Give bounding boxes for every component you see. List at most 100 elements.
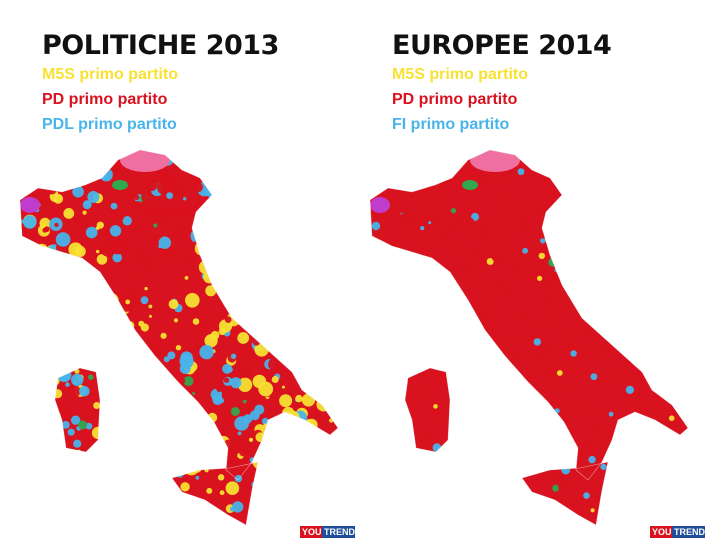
- map-area: [247, 243, 258, 253]
- map-area: [635, 282, 645, 291]
- map-area: [159, 390, 166, 396]
- map-area: [385, 491, 395, 501]
- map-area: [559, 442, 566, 450]
- map-area: [320, 481, 332, 493]
- map-area: [434, 337, 440, 343]
- map-area: [664, 270, 673, 279]
- map-area: [20, 514, 33, 525]
- map-area: [397, 369, 406, 378]
- map-area: [35, 299, 43, 307]
- map-area: [116, 324, 121, 329]
- map-area: [82, 200, 92, 210]
- map-area: [433, 520, 437, 524]
- map-area: [480, 219, 487, 226]
- map-area: [565, 526, 570, 531]
- map-area: [155, 473, 165, 483]
- map-area: [458, 395, 463, 400]
- map-area: [14, 175, 19, 180]
- map-area: [437, 278, 444, 285]
- map-area: [264, 453, 279, 467]
- map-area: [626, 517, 632, 524]
- map-area: [598, 228, 603, 234]
- map-area: [596, 303, 605, 311]
- map-area: [215, 516, 223, 524]
- map-area: [636, 150, 646, 159]
- map-area: [87, 191, 100, 203]
- map-area: [313, 153, 328, 168]
- map-area: [530, 150, 537, 154]
- map-area: [614, 205, 624, 215]
- map-area: [384, 276, 393, 285]
- map-area: [278, 159, 290, 170]
- map-area: [112, 398, 123, 409]
- map-area: [379, 310, 388, 319]
- map-area: [558, 483, 565, 491]
- map-area: [588, 170, 592, 174]
- map-area: [26, 447, 34, 455]
- map-area: [188, 410, 199, 420]
- map-area: [512, 508, 519, 515]
- map-area: [38, 270, 43, 274]
- map-area: [663, 438, 667, 442]
- map-area: [53, 389, 63, 399]
- map-area: [53, 296, 66, 309]
- map-area: [370, 292, 376, 298]
- map-area: [131, 179, 142, 190]
- map-area: [237, 332, 250, 344]
- map-area: [669, 493, 677, 500]
- map-area: [26, 514, 37, 525]
- map-area: [303, 278, 312, 288]
- map-area: [552, 214, 562, 224]
- map-area: [581, 222, 589, 229]
- map-area: [657, 428, 665, 436]
- map-area: [432, 150, 441, 152]
- map-area: [485, 177, 493, 185]
- map-area: [371, 171, 381, 180]
- map-area: [144, 178, 158, 192]
- map-area: [20, 253, 24, 268]
- logo-you-bg: [300, 526, 322, 538]
- map-area: [176, 150, 181, 155]
- map-area: [420, 514, 425, 520]
- map-area: [394, 369, 404, 379]
- map-area: [485, 412, 491, 419]
- map-area: [619, 213, 624, 217]
- map-area: [419, 509, 428, 517]
- map-area: [648, 195, 656, 203]
- map-area: [79, 452, 89, 462]
- map-area: [92, 358, 96, 363]
- map-area: [308, 283, 323, 298]
- map-area: [68, 481, 84, 496]
- map-area: [644, 255, 651, 261]
- map-area: [486, 239, 493, 246]
- map-area: [629, 510, 639, 519]
- map-area: [412, 495, 417, 499]
- map-area: [81, 466, 92, 477]
- map-area: [658, 359, 667, 368]
- map-area: [102, 438, 109, 445]
- map-area: [264, 291, 278, 305]
- map-area: [237, 377, 253, 392]
- map-area: [76, 349, 82, 355]
- map-area: [436, 215, 443, 222]
- map-area: [424, 434, 432, 442]
- map-area: [71, 373, 84, 387]
- map-area: [575, 215, 581, 221]
- map-area: [93, 402, 101, 409]
- map-area: [125, 321, 135, 331]
- logo-trend-bg: [672, 526, 705, 538]
- map-area: [315, 509, 325, 519]
- map-area: [370, 253, 373, 263]
- map-area: [622, 271, 631, 280]
- map-area: [631, 201, 639, 209]
- map-area: [164, 247, 177, 260]
- map-area: [576, 204, 581, 209]
- map-area: [322, 229, 329, 236]
- map-area: [587, 221, 591, 226]
- map-area: [544, 277, 553, 286]
- map-area: [558, 325, 563, 330]
- map-area: [32, 383, 39, 390]
- map-area: [453, 312, 458, 317]
- map-area: [397, 417, 406, 426]
- map-area: [319, 469, 331, 480]
